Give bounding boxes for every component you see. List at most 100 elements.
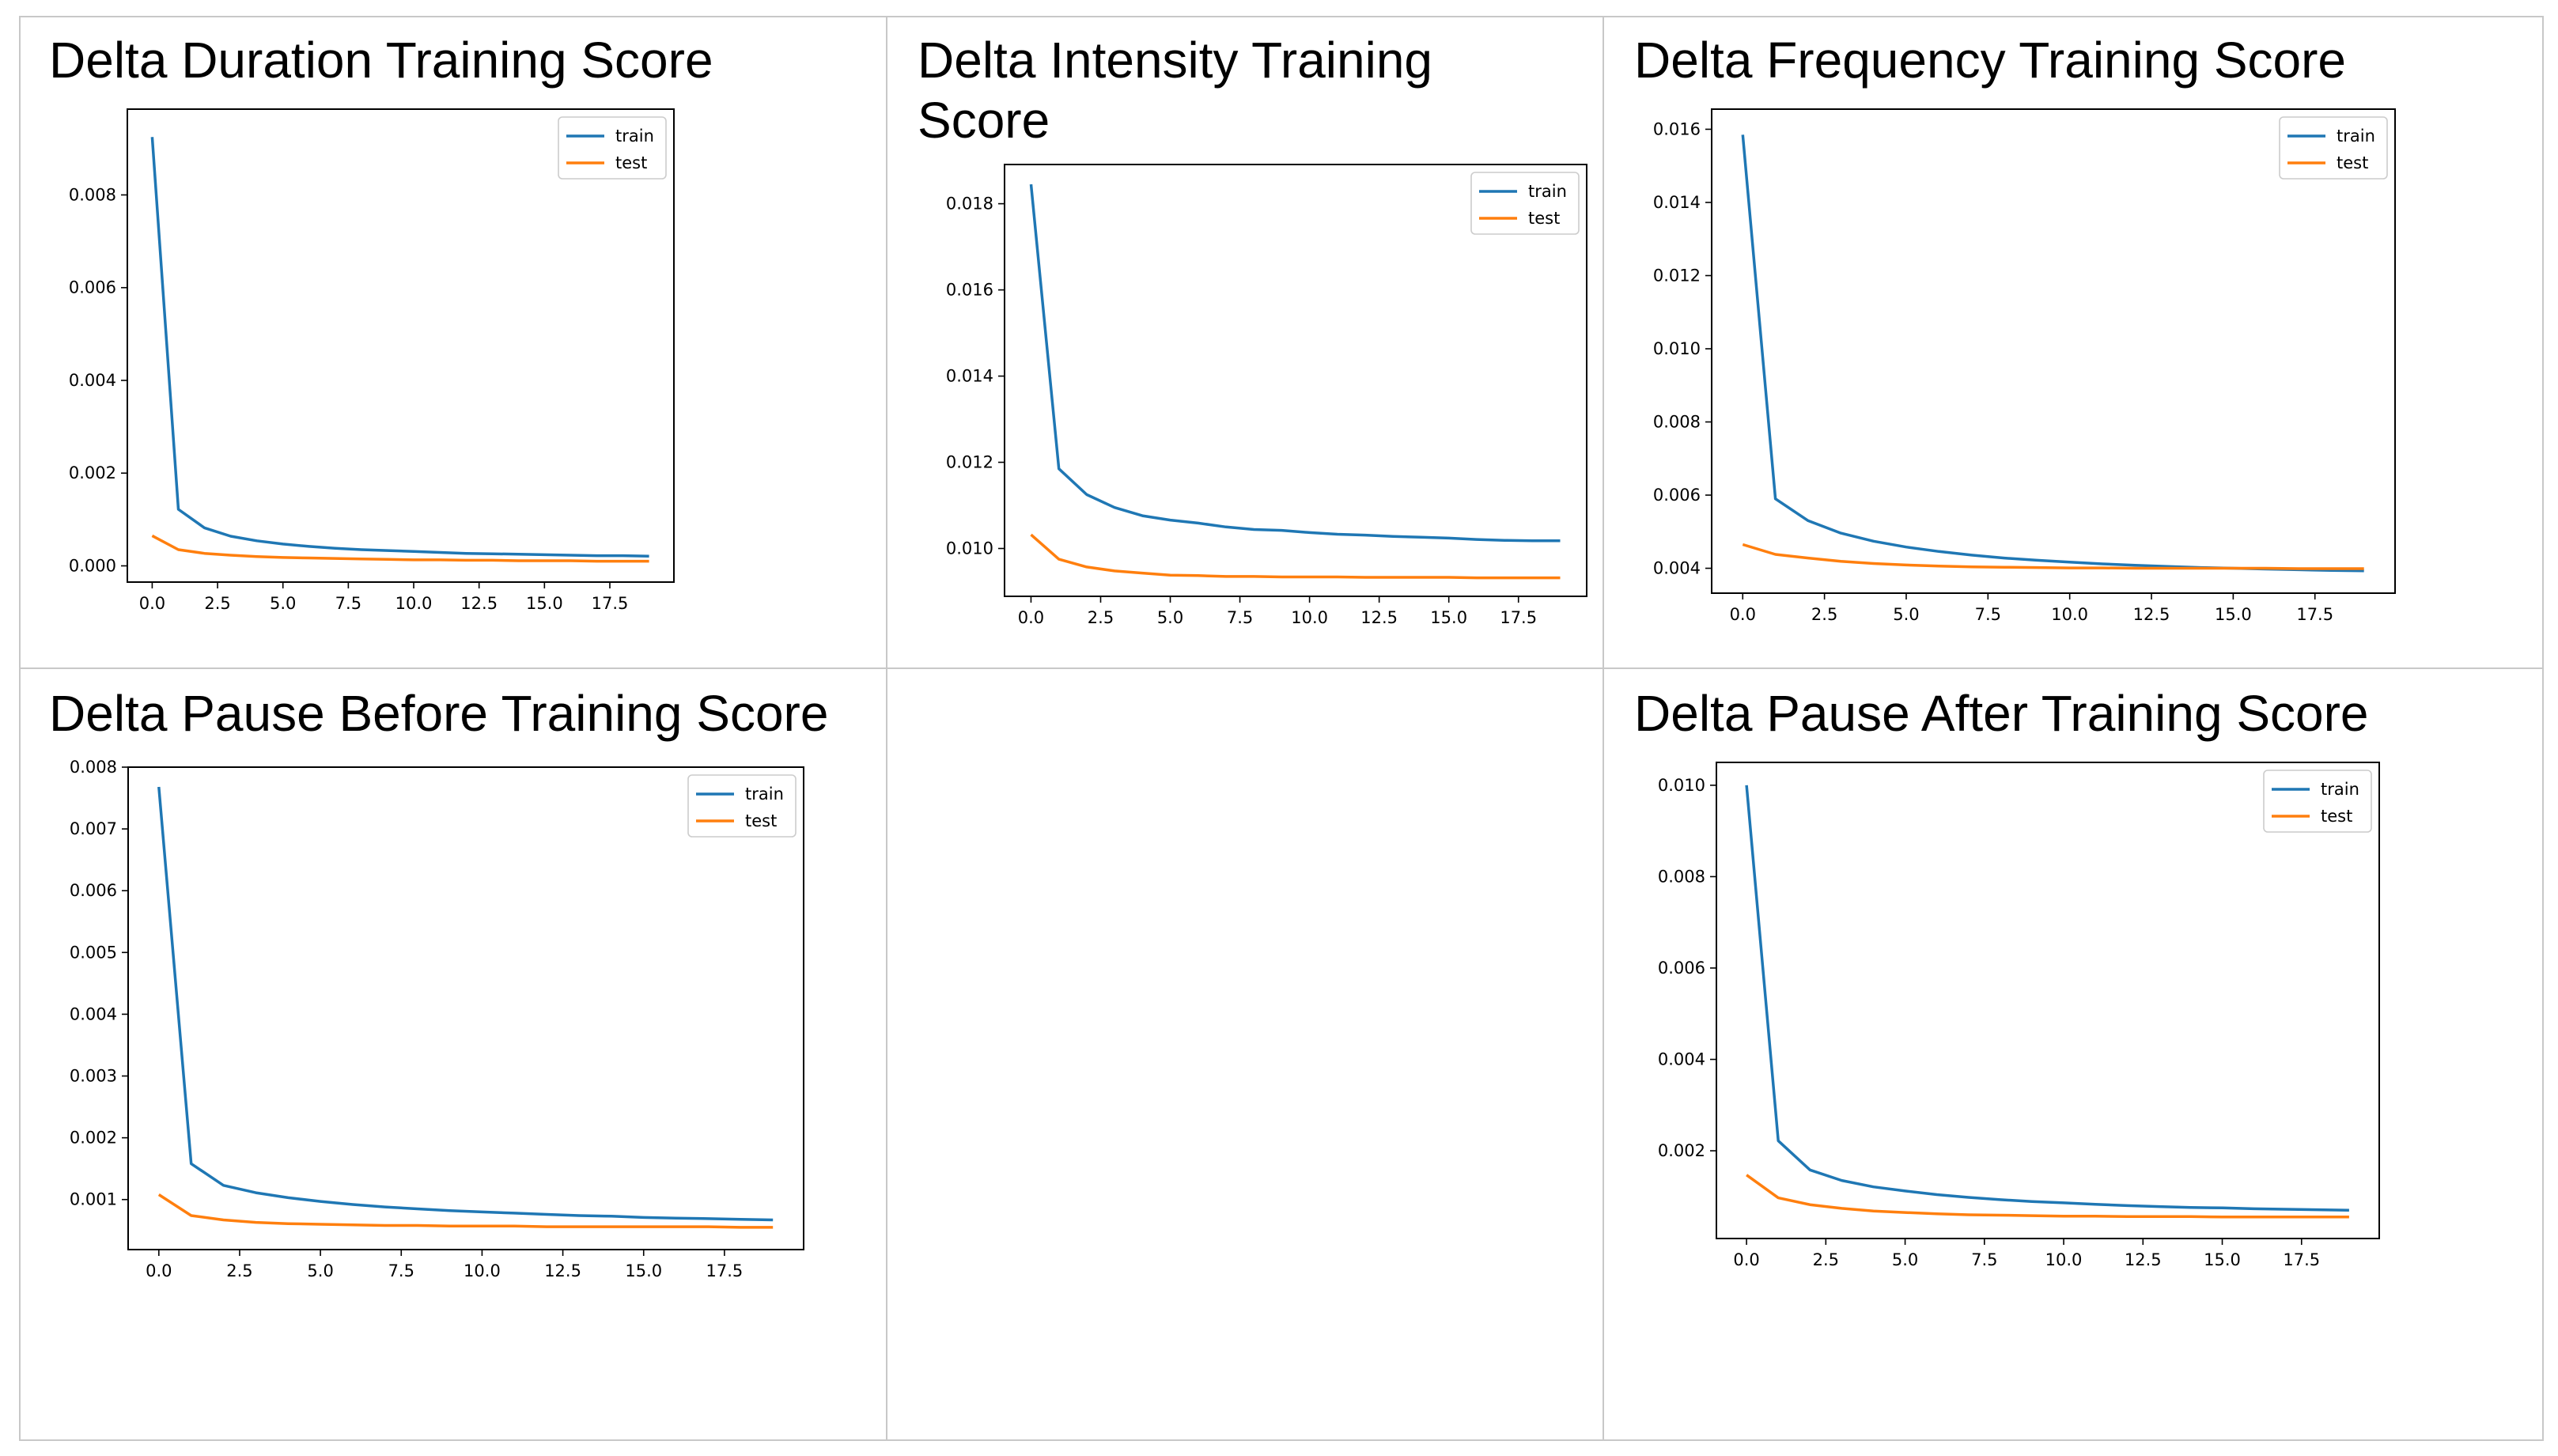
chart-pause-before: 0.0 2.5 5.0 7.5 10.0 12.5 15.0 17.5 0.001 0.002 0.… xyxy=(70,758,804,1280)
plot-frame xyxy=(127,766,804,1250)
y-tick-label: 0.002 xyxy=(70,1129,117,1148)
x-tick-label: 7.5 xyxy=(335,594,361,613)
chart-frequency: 0.0 2.5 5.0 7.5 10.0 12.5 15.0 17.5 0.004 0.006 0.… xyxy=(1653,108,2396,624)
x-tick-label: 5.0 xyxy=(270,594,296,613)
y-tick-label: 0.010 xyxy=(1658,776,1705,795)
y-tick-label: 0.010 xyxy=(1653,339,1701,358)
chart-title-frequency: Delta Frequency Training Score xyxy=(1634,32,2346,89)
legend-label-test: test xyxy=(2321,807,2352,826)
x-tick-label: 7.5 xyxy=(388,1261,414,1280)
series-line-test xyxy=(157,1193,774,1229)
x-tick-label: 17.5 xyxy=(2296,605,2333,624)
y-tick-label: 0.004 xyxy=(1653,559,1701,578)
y-tick-label: 0.008 xyxy=(69,185,116,204)
x-tick-label: 5.0 xyxy=(1892,1250,1918,1269)
y-tick-label: 0.012 xyxy=(946,453,993,472)
chart-title-pause-before: Delta Pause Before Training Score xyxy=(49,685,829,742)
x-tick-label: 0.0 xyxy=(1018,608,1044,627)
table-divider-col-1 xyxy=(886,16,887,1441)
legend-label-test: test xyxy=(615,153,647,172)
x-tick-label: 0.0 xyxy=(139,594,165,613)
chart-pause-after: 0.0 2.5 5.0 7.5 10.0 12.5 15.0 17.5 0.002 0.004 0.… xyxy=(1658,762,2380,1269)
series-line-test xyxy=(151,534,649,563)
legend-label-train: train xyxy=(2337,127,2375,146)
legend-label-train: train xyxy=(2321,780,2359,799)
x-tick-label: 15.0 xyxy=(2204,1250,2241,1269)
series-line-train xyxy=(1745,785,2349,1212)
table-border-right xyxy=(2542,16,2544,1441)
x-tick-label: 15.0 xyxy=(526,594,563,613)
y-tick-label: 0.004 xyxy=(69,371,116,390)
y-tick-label: 0.005 xyxy=(70,943,117,962)
figure-table: Delta Duration Training Score 0.0 2.5 5.0 7… xyxy=(19,16,2544,1441)
x-tick-label: 15.0 xyxy=(2215,605,2252,624)
y-tick-label: 0.004 xyxy=(1658,1050,1705,1069)
x-tick-label: 0.0 xyxy=(1730,605,1756,624)
y-tick-label: 0.008 xyxy=(1653,413,1701,432)
y-tick-label: 0.014 xyxy=(946,367,993,386)
y-tick-label: 0.002 xyxy=(69,463,116,482)
legend-label-train: train xyxy=(615,127,654,146)
x-tick-label: 10.0 xyxy=(2051,605,2088,624)
x-tick-label: 2.5 xyxy=(1813,1250,1839,1269)
x-tick-label: 10.0 xyxy=(1291,608,1328,627)
y-tick-label: 0.001 xyxy=(70,1190,117,1209)
legend-label-test: test xyxy=(2337,153,2368,172)
x-tick-label: 12.5 xyxy=(2133,605,2170,624)
plot-frame xyxy=(1004,164,1587,597)
legend-label-train: train xyxy=(1528,182,1567,201)
x-tick-label: 2.5 xyxy=(1088,608,1114,627)
y-tick-label: 0.014 xyxy=(1653,193,1701,212)
y-tick-label: 0.016 xyxy=(1653,119,1701,138)
x-tick-label: 5.0 xyxy=(1893,605,1919,624)
y-tick-label: 0.003 xyxy=(70,1067,117,1086)
chart-title-intensity: Delta Intensity Training Score xyxy=(918,32,1432,149)
y-tick-label: 0.002 xyxy=(1658,1141,1705,1160)
x-tick-label: 12.5 xyxy=(1360,608,1398,627)
cell-frequency: Delta Frequency Training Score 0.0 2.5 5.0… xyxy=(1604,16,2542,667)
series-line-test xyxy=(1030,533,1561,580)
x-tick-label: 12.5 xyxy=(460,594,498,613)
x-tick-label: 10.0 xyxy=(464,1261,501,1280)
x-tick-label: 12.5 xyxy=(2125,1250,2162,1269)
x-tick-label: 7.5 xyxy=(1227,608,1253,627)
x-tick-label: 17.5 xyxy=(2283,1250,2320,1269)
cell-pause-before: Delta Pause Before Training Score 0.0 2.5… xyxy=(19,669,886,1439)
chart-intensity: 0.0 2.5 5.0 7.5 10.0 12.5 15.0 17.5 0.010 0.012 0.… xyxy=(946,164,1587,627)
series-line-train xyxy=(1029,183,1561,543)
y-tick-label: 0.006 xyxy=(1653,486,1701,505)
x-tick-label: 5.0 xyxy=(307,1261,333,1280)
y-tick-label: 0.008 xyxy=(1658,867,1705,886)
x-tick-label: 7.5 xyxy=(1975,605,2001,624)
series-line-test xyxy=(1742,543,2364,570)
x-tick-label: 12.5 xyxy=(544,1261,581,1280)
cell-intensity: Delta Intensity Training Score 0.0 2.5 5.0… xyxy=(887,16,1603,667)
plot-frame xyxy=(1716,762,2380,1239)
table-divider-row xyxy=(19,667,2544,669)
x-tick-label: 17.5 xyxy=(592,594,629,613)
legend-label-test: test xyxy=(745,811,777,830)
x-tick-label: 17.5 xyxy=(706,1261,744,1280)
table-border-bottom xyxy=(19,1439,2544,1441)
x-tick-label: 2.5 xyxy=(204,594,230,613)
plot-frame xyxy=(127,108,675,583)
x-tick-label: 0.0 xyxy=(1733,1250,1759,1269)
plot-frame xyxy=(1711,108,2396,594)
chart-title-pause-after: Delta Pause After Training Score xyxy=(1634,685,2369,742)
table-border-left xyxy=(19,16,21,1441)
y-tick-label: 0.000 xyxy=(69,556,116,575)
y-tick-label: 0.010 xyxy=(946,539,993,558)
y-tick-label: 0.006 xyxy=(69,278,116,297)
y-tick-label: 0.008 xyxy=(70,758,117,777)
cell-empty xyxy=(887,669,1603,1439)
x-tick-label: 10.0 xyxy=(2045,1250,2083,1269)
x-tick-label: 2.5 xyxy=(1811,605,1837,624)
x-tick-label: 15.0 xyxy=(1430,608,1467,627)
y-tick-label: 0.004 xyxy=(70,1004,117,1023)
x-tick-label: 5.0 xyxy=(1157,608,1183,627)
y-tick-label: 0.006 xyxy=(1658,959,1705,978)
series-line-test xyxy=(1746,1174,2349,1219)
x-tick-label: 2.5 xyxy=(226,1261,252,1280)
series-line-train xyxy=(150,137,649,558)
table-divider-col-2 xyxy=(1603,16,1604,1441)
